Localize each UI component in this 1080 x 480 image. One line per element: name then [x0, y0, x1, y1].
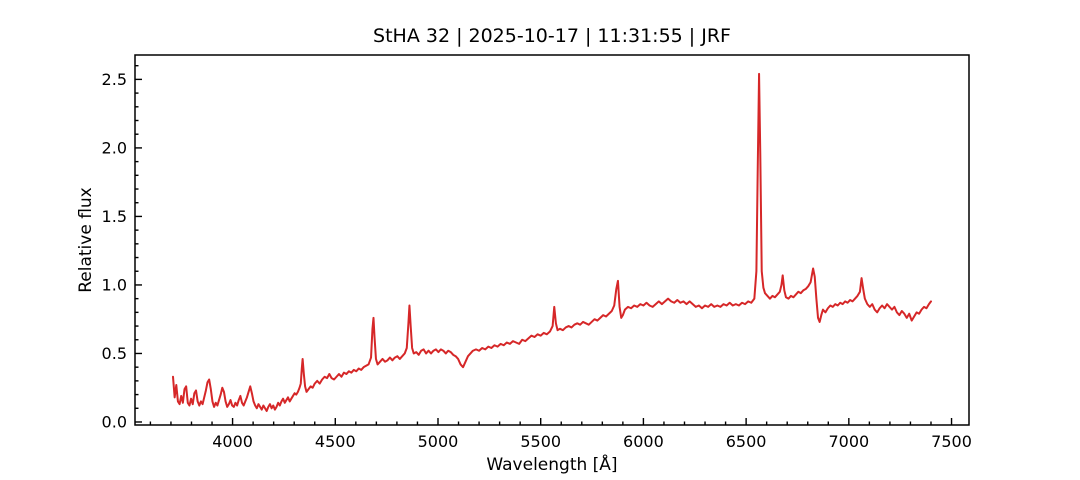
y-tick-label: 0.5 — [102, 344, 127, 363]
y-axis-label: Relative flux — [76, 187, 96, 293]
x-tick-label: 7000 — [828, 432, 869, 451]
x-tick-label: 5000 — [418, 432, 459, 451]
x-tick-label: 7500 — [931, 432, 972, 451]
x-axis-ticks — [149, 418, 953, 425]
y-tick-label: 1.5 — [102, 207, 127, 226]
x-tick-label: 4500 — [315, 432, 356, 451]
y-axis-tick-labels: 0.0 0.5 1.0 1.5 2.0 2.5 — [102, 70, 127, 432]
y-tick-label: 2.0 — [102, 138, 127, 157]
x-tick-label: 4000 — [212, 432, 253, 451]
x-axis-tick-labels: 4000 4500 5000 5500 6000 6500 7000 7500 — [212, 432, 972, 451]
x-tick-label: 5500 — [520, 432, 561, 451]
x-tick-label: 6500 — [726, 432, 767, 451]
y-tick-label: 0.0 — [102, 412, 127, 431]
x-tick-label: 6000 — [623, 432, 664, 451]
y-tick-label: 1.0 — [102, 275, 127, 294]
plot-title: StHA 32 | 2025-10-17 | 11:31:55 | JRF — [373, 25, 731, 47]
plot-frame — [134, 54, 970, 426]
y-axis-ticks — [135, 64, 142, 423]
x-axis-label: Wavelength [Å] — [486, 455, 618, 475]
spectrum-line — [172, 72, 932, 413]
y-tick-label: 2.5 — [102, 70, 127, 89]
